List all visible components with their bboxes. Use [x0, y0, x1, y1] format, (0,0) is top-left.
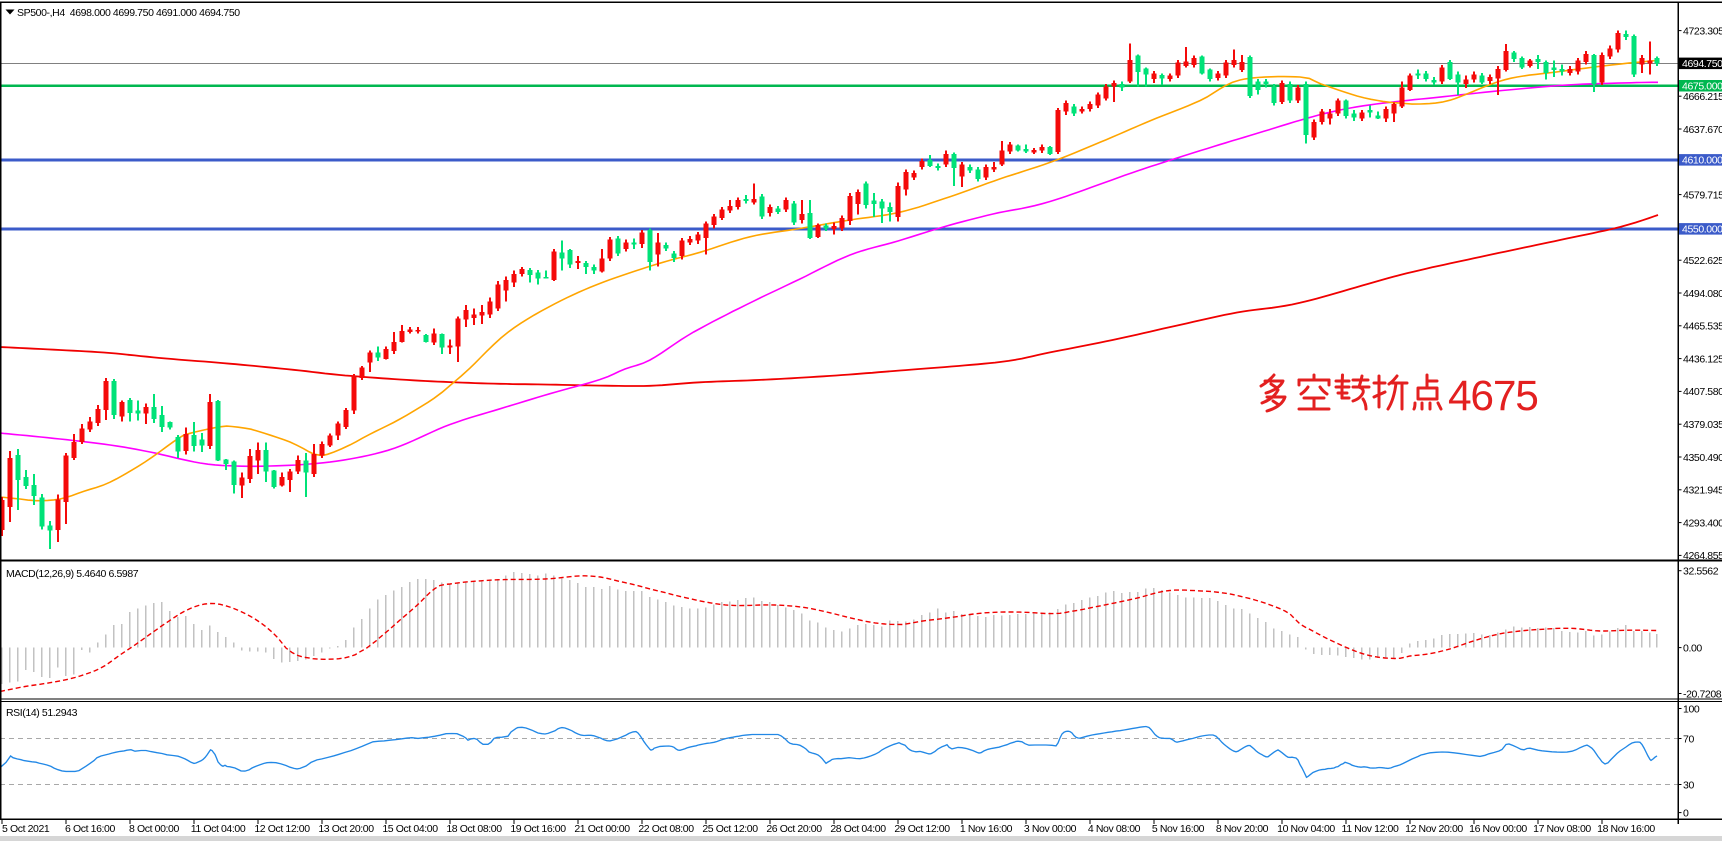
svg-text:8 Oct 00:00: 8 Oct 00:00	[129, 823, 179, 835]
svg-text:4675: 4675	[1448, 373, 1538, 420]
svg-text:0.00: 0.00	[1683, 642, 1702, 654]
svg-text:18 Nov 16:00: 18 Nov 16:00	[1597, 823, 1655, 835]
svg-text:4675.000: 4675.000	[1682, 81, 1722, 93]
svg-text:4550.000: 4550.000	[1682, 224, 1722, 236]
svg-text:5 Oct 2021: 5 Oct 2021	[2, 823, 50, 835]
svg-text:4465.535: 4465.535	[1683, 321, 1722, 333]
svg-text:25 Oct 12:00: 25 Oct 12:00	[702, 823, 758, 835]
svg-text:4694.750: 4694.750	[1682, 58, 1722, 70]
svg-text:5 Nov 16:00: 5 Nov 16:00	[1152, 823, 1205, 835]
svg-text:3 Nov 00:00: 3 Nov 00:00	[1024, 823, 1077, 835]
svg-text:28 Oct 04:00: 28 Oct 04:00	[830, 823, 886, 835]
svg-text:17 Nov 08:00: 17 Nov 08:00	[1533, 823, 1591, 835]
svg-text:13 Oct 20:00: 13 Oct 20:00	[318, 823, 374, 835]
svg-text:4494.080: 4494.080	[1683, 288, 1722, 300]
svg-text:70: 70	[1683, 733, 1694, 745]
svg-text:SP500-,H4 4698.000 4699.750 4: SP500-,H4 4698.000 4699.750 4691.000 469…	[17, 7, 240, 19]
svg-text:100: 100	[1683, 703, 1700, 715]
svg-text:12 Nov 20:00: 12 Nov 20:00	[1405, 823, 1463, 835]
svg-text:12 Oct 12:00: 12 Oct 12:00	[254, 823, 310, 835]
svg-text:4379.035: 4379.035	[1683, 419, 1722, 431]
svg-text:4723.305: 4723.305	[1683, 25, 1722, 37]
svg-text:11 Nov 12:00: 11 Nov 12:00	[1342, 823, 1399, 835]
svg-text:4637.670: 4637.670	[1683, 124, 1722, 136]
svg-text:4610.000: 4610.000	[1682, 155, 1722, 167]
svg-text:4579.715: 4579.715	[1683, 189, 1722, 201]
svg-text:30: 30	[1683, 779, 1694, 791]
svg-text:26 Oct 20:00: 26 Oct 20:00	[766, 823, 822, 835]
svg-text:19 Oct 16:00: 19 Oct 16:00	[510, 823, 566, 835]
svg-text:18 Oct 08:00: 18 Oct 08:00	[446, 823, 502, 835]
svg-text:4293.400: 4293.400	[1683, 517, 1722, 529]
svg-text:RSI(14) 51.2943: RSI(14) 51.2943	[6, 707, 78, 719]
svg-text:11 Oct 04:00: 11 Oct 04:00	[191, 823, 246, 835]
svg-text:4350.490: 4350.490	[1683, 452, 1722, 464]
svg-text:29 Oct 12:00: 29 Oct 12:00	[894, 823, 950, 835]
svg-text:0: 0	[1683, 807, 1689, 819]
svg-text:8 Nov 20:00: 8 Nov 20:00	[1216, 823, 1269, 835]
svg-text:4666.215: 4666.215	[1683, 91, 1722, 103]
svg-text:21 Oct 00:00: 21 Oct 00:00	[574, 823, 630, 835]
svg-text:22 Oct 08:00: 22 Oct 08:00	[638, 823, 694, 835]
svg-text:15 Oct 04:00: 15 Oct 04:00	[382, 823, 438, 835]
svg-text:10 Nov 04:00: 10 Nov 04:00	[1277, 823, 1335, 835]
svg-text:4407.580: 4407.580	[1683, 386, 1722, 398]
svg-text:4264.855: 4264.855	[1683, 550, 1722, 562]
svg-text:6 Oct 16:00: 6 Oct 16:00	[65, 823, 115, 835]
svg-text:16 Nov 00:00: 16 Nov 00:00	[1469, 823, 1527, 835]
svg-text:32.5562: 32.5562	[1683, 566, 1719, 578]
svg-text:-20.7208: -20.7208	[1683, 688, 1722, 700]
svg-text:4436.125: 4436.125	[1683, 353, 1722, 365]
svg-text:4 Nov 08:00: 4 Nov 08:00	[1088, 823, 1141, 835]
svg-text:MACD(12,26,9) 5.4640 6.5987: MACD(12,26,9) 5.4640 6.5987	[6, 568, 139, 580]
svg-text:4321.945: 4321.945	[1683, 485, 1722, 497]
svg-text:4522.625: 4522.625	[1683, 255, 1722, 267]
svg-text:1 Nov 16:00: 1 Nov 16:00	[960, 823, 1013, 835]
